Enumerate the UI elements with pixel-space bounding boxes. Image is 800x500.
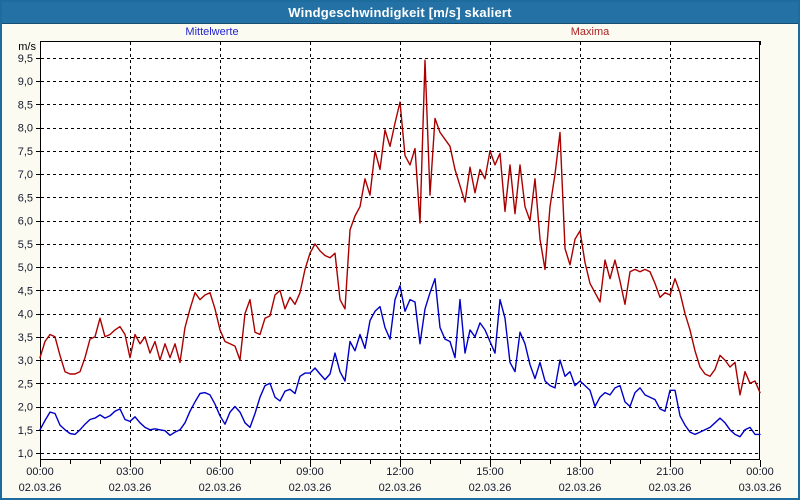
y-tick-label: 3,5 xyxy=(18,332,33,344)
y-tick-label: 7,0 xyxy=(18,169,33,181)
y-tick-label: 7,5 xyxy=(18,146,33,158)
x-tick-time-label: 00:00 xyxy=(26,466,54,478)
axis-ticks xyxy=(36,41,761,467)
y-tick-label: 4,5 xyxy=(18,285,33,297)
y-tick-label: 9,5 xyxy=(18,53,33,65)
x-tick-date-label: 02.03.26 xyxy=(469,482,512,494)
y-axis-unit-label: m/s xyxy=(18,41,36,53)
x-tick-time-label: 00:00 xyxy=(746,466,774,478)
y-tick-label: 5,5 xyxy=(18,239,33,251)
x-tick-date-label: 02.03.26 xyxy=(19,482,62,494)
legend-mittelwerte: Mittelwerte xyxy=(185,26,239,38)
y-tick-label: 1,0 xyxy=(18,448,33,460)
y-tick-label: 8,5 xyxy=(18,99,33,111)
x-tick-date-label: 02.03.26 xyxy=(649,482,692,494)
y-tick-label: 2,5 xyxy=(18,378,33,390)
x-tick-date-label: 02.03.26 xyxy=(379,482,422,494)
series-line-mittelwerte xyxy=(39,278,761,438)
y-tick-label: 1,5 xyxy=(18,425,33,437)
page-title: Windgeschwindigkeit [m/s] skaliert xyxy=(288,5,512,20)
x-tick-time-label: 21:00 xyxy=(656,466,684,478)
series-line-maxima xyxy=(39,59,761,396)
y-tick-label: 6,5 xyxy=(18,192,33,204)
x-tick-time-label: 15:00 xyxy=(476,466,504,478)
x-tick-date-label: 03.03.26 xyxy=(739,482,782,494)
x-tick-time-label: 03:00 xyxy=(116,466,144,478)
y-tick-label: 9,0 xyxy=(18,76,33,88)
x-tick-date-label: 02.03.26 xyxy=(199,482,242,494)
title-bar: Windgeschwindigkeit [m/s] skaliert xyxy=(2,2,798,24)
y-tick-label: 8,0 xyxy=(18,123,33,135)
x-tick-time-label: 12:00 xyxy=(386,466,414,478)
x-tick-date-label: 02.03.26 xyxy=(289,482,332,494)
axis-labels: 9,5 9,0 8,5 8,0 7,5 7,0 6,5 6,0 5,5 5,0 4,5 4,0 3,5 3… xyxy=(18,53,782,494)
x-tick-time-label: 06:00 xyxy=(206,466,234,478)
y-tick-label: 4,0 xyxy=(18,309,33,321)
y-tick-label: 2,0 xyxy=(18,402,33,414)
legend-maxima: Maxima xyxy=(570,26,610,38)
y-tick-label: 3,0 xyxy=(18,355,33,367)
x-tick-time-label: 09:00 xyxy=(296,466,324,478)
x-tick-date-label: 02.03.26 xyxy=(559,482,602,494)
x-tick-date-label: 02.03.26 xyxy=(109,482,152,494)
y-tick-label: 5,0 xyxy=(18,262,33,274)
x-tick-time-label: 18:00 xyxy=(566,466,594,478)
y-tick-label: 6,0 xyxy=(18,216,33,228)
